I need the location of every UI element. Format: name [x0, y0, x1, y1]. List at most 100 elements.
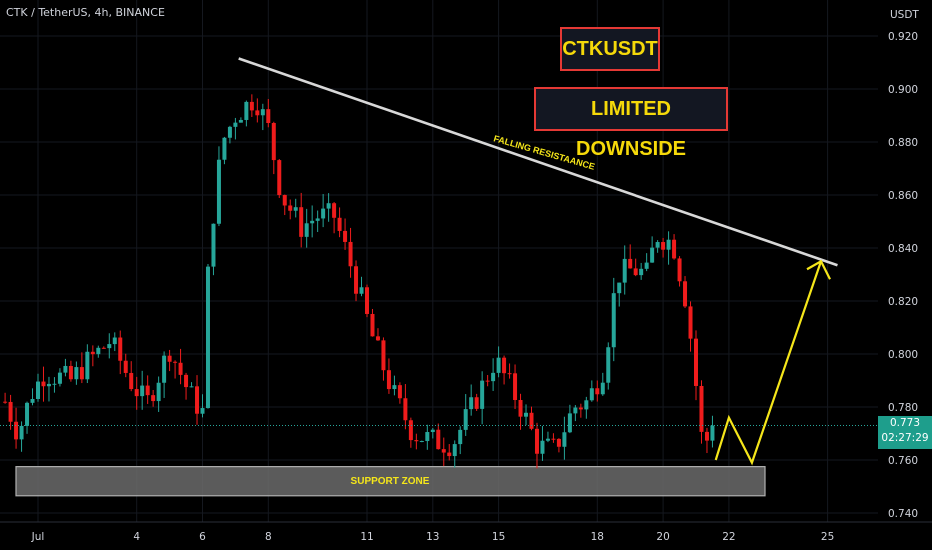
candle-body: [151, 395, 156, 402]
candle-body: [447, 452, 452, 457]
candle-body: [266, 109, 271, 124]
candle-body: [375, 336, 380, 341]
candle-body: [178, 362, 183, 375]
candle-body: [628, 258, 633, 269]
candle-body: [52, 383, 57, 385]
subtitle-box: LIMITED DOWNSIDE: [534, 87, 728, 160]
candle-body: [96, 347, 101, 355]
y-tick-label: 0.780: [888, 402, 918, 414]
candle-body: [584, 400, 589, 410]
x-tick-label: 22: [722, 531, 735, 543]
candle-body: [19, 425, 24, 440]
candle-body: [68, 365, 73, 380]
x-tick-label: 25: [821, 531, 834, 543]
candle-body: [140, 385, 145, 397]
candle-body: [118, 337, 123, 361]
candle-body: [644, 262, 649, 269]
candle-body: [606, 347, 611, 383]
candle-body: [403, 398, 408, 421]
candle-body: [452, 444, 457, 457]
candle-body: [211, 223, 216, 267]
candle-body: [162, 355, 167, 383]
x-tick-label: 11: [360, 531, 373, 543]
candle-body: [436, 429, 441, 450]
bar-countdown: 02:27:29: [881, 432, 929, 444]
candle-body: [46, 383, 51, 387]
candle-body: [672, 239, 677, 259]
candle-body: [655, 242, 660, 248]
candle-body: [173, 361, 178, 363]
candle-body: [123, 360, 128, 373]
candle-body: [282, 195, 287, 206]
candle-body: [365, 287, 369, 314]
candle-body: [710, 425, 715, 441]
candle-body: [518, 399, 523, 417]
x-axis: Jul 4 6 8 11 13 15 18 20 22 25: [0, 521, 932, 543]
candle-body: [704, 431, 709, 441]
candle-body: [359, 287, 364, 294]
candle-body: [277, 160, 282, 196]
candle-body: [534, 428, 539, 454]
support-zone: [15, 466, 766, 497]
candle-body: [222, 137, 227, 160]
candle-body: [74, 367, 79, 380]
candle-body: [617, 282, 622, 294]
symbol-header[interactable]: CTK / TetherUS, 4h, BINANCE: [6, 6, 165, 19]
candle-body: [699, 385, 704, 432]
candle-body: [677, 258, 682, 282]
candle-body: [3, 401, 8, 403]
support-zone-label: SUPPORT ZONE: [351, 476, 430, 487]
candle-body: [205, 266, 210, 409]
candle-body: [57, 372, 62, 384]
x-tick-label: 13: [426, 531, 439, 543]
candle-body: [343, 230, 348, 242]
candle-body: [41, 381, 46, 387]
x-tick-label: 6: [199, 531, 206, 543]
candle-body: [545, 438, 550, 441]
y-tick-label: 0.740: [888, 508, 918, 520]
candle-body: [79, 367, 84, 380]
y-tick-label: 0.800: [888, 349, 918, 361]
candle-body: [129, 372, 134, 390]
projection-arrow: [714, 260, 823, 466]
candle-body: [397, 385, 402, 399]
candle-body: [688, 306, 693, 339]
candle-body: [661, 242, 666, 250]
candle-body: [502, 357, 507, 374]
candle-body: [293, 207, 298, 211]
y-tick-label: 0.920: [888, 31, 918, 43]
candle-body: [90, 351, 95, 355]
candle-body: [430, 429, 435, 433]
candle-body: [567, 413, 572, 433]
candle-body: [639, 268, 644, 276]
candle-body: [216, 159, 221, 224]
candle-body: [386, 370, 391, 390]
candle-body: [573, 407, 578, 414]
candle-body: [485, 380, 490, 382]
candle-body: [195, 386, 200, 414]
candle-body: [524, 412, 529, 417]
candle-body: [310, 220, 315, 224]
candle-body: [425, 432, 430, 442]
candle-body: [260, 109, 265, 116]
y-axis: 0.920 0.900 0.880 0.860 0.840 0.820 0.800 0.780…: [888, 31, 918, 520]
candle-body: [321, 208, 326, 219]
candle-body: [332, 203, 337, 218]
candle-body: [469, 397, 474, 410]
candle-body: [595, 388, 600, 395]
candle-body: [392, 385, 397, 390]
candle-body: [507, 373, 512, 375]
candle-body: [156, 382, 161, 402]
x-tick-label: 20: [656, 531, 669, 543]
candle-body: [30, 399, 35, 403]
x-tick-label: Jul: [31, 531, 45, 543]
candle-body: [458, 429, 463, 445]
current-price-value: 0.773: [889, 417, 921, 429]
candle-body: [337, 217, 342, 231]
candle-body: [441, 449, 446, 453]
candle-body: [288, 205, 293, 211]
candle-body: [491, 372, 496, 382]
candle-body: [348, 241, 353, 267]
y-tick-label: 0.840: [888, 243, 918, 255]
